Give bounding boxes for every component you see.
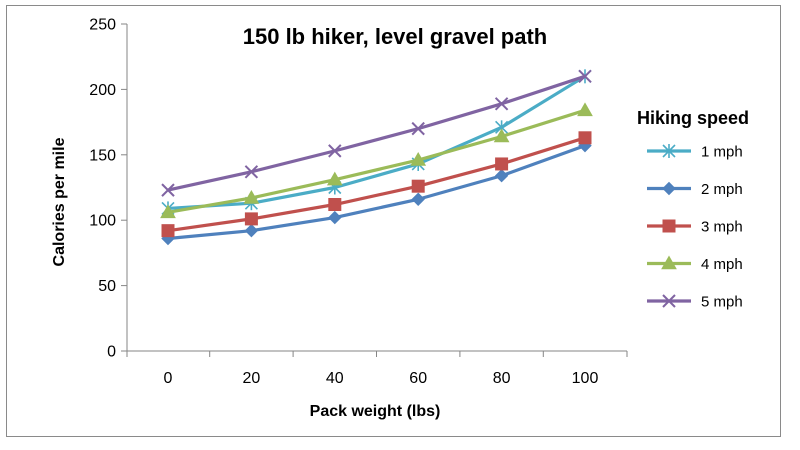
chart-frame [6,5,781,437]
data-point-3-mph [161,224,175,238]
legend-label: 1 mph [701,144,743,161]
series-line-2-mph [167,144,586,241]
axes: 0 50 100 150 200 250 0 20 40 60 80 100 [89,17,628,387]
data-point-3-mph [578,131,592,145]
series-line-5-mph [167,74,586,192]
data-point-2-mph [244,223,259,238]
x-tick-label: 40 [326,370,344,387]
y-tick-label: 150 [89,147,116,164]
x-tick-label: 0 [164,370,173,387]
data-point-5-mph [494,97,509,111]
legend-label: 3 mph [701,219,743,236]
legend-label: 5 mph [701,294,743,311]
legend-swatch-marker [661,255,677,270]
y-tick-label: 0 [107,344,116,361]
legend-title: Hiking speed [637,108,749,128]
series-line-4-mph [167,108,586,214]
x-tick-label: 20 [243,370,261,387]
data-point-5-mph [244,165,259,179]
legend-item-2-mph: 2 mph [647,181,743,198]
data-point-3-mph [411,179,425,193]
legend-swatch-marker [662,219,676,233]
data-point-4-mph [577,102,593,117]
data-point-5-mph [578,69,592,84]
data-point-4-mph [493,128,510,143]
legend-label: 2 mph [701,181,743,198]
x-tick-label: 60 [409,370,427,387]
legend-item-1-mph: 1 mph [647,144,743,161]
data-point-4-mph [326,171,343,186]
data-point-5-mph [411,121,425,136]
legend-item-5-mph: 5 mph [647,294,743,311]
data-point-2-mph [494,169,509,183]
data-point-3-mph [328,198,342,212]
series-layer [160,69,593,246]
x-tick-label: 100 [572,370,599,387]
data-point-4-mph [410,152,427,166]
y-tick-label: 100 [89,213,116,230]
y-tick-label: 50 [98,278,116,295]
x-tick-label: 80 [493,370,511,387]
data-point-3-mph [244,212,258,226]
y-tick-label: 250 [89,17,116,34]
x-axis-label: Pack weight (lbs) [310,403,441,420]
y-axis-label: Calories per mile [51,137,68,266]
data-point-2-mph [328,210,342,225]
legend-swatch-marker [662,294,676,308]
data-point-5-mph [328,144,342,158]
data-point-2-mph [411,192,425,206]
y-tick-label: 200 [89,82,116,99]
data-point-4-mph [243,189,260,204]
chart-title: 150 lb hiker, level gravel path [243,24,548,49]
series-line-3-mph [167,136,586,233]
legend-swatch-marker [662,181,676,196]
data-point-4-mph [160,204,176,219]
legend-item-4-mph: 4 mph [647,255,743,273]
legend: 1 mph 2 mph 3 mph 4 mph 5 mph [647,144,743,311]
data-point-3-mph [495,157,509,171]
data-point-5-mph [161,183,175,197]
legend-swatch-marker [662,144,676,158]
legend-item-3-mph: 3 mph [647,219,743,236]
series-line-1-mph [167,74,586,211]
legend-label: 4 mph [701,256,743,273]
